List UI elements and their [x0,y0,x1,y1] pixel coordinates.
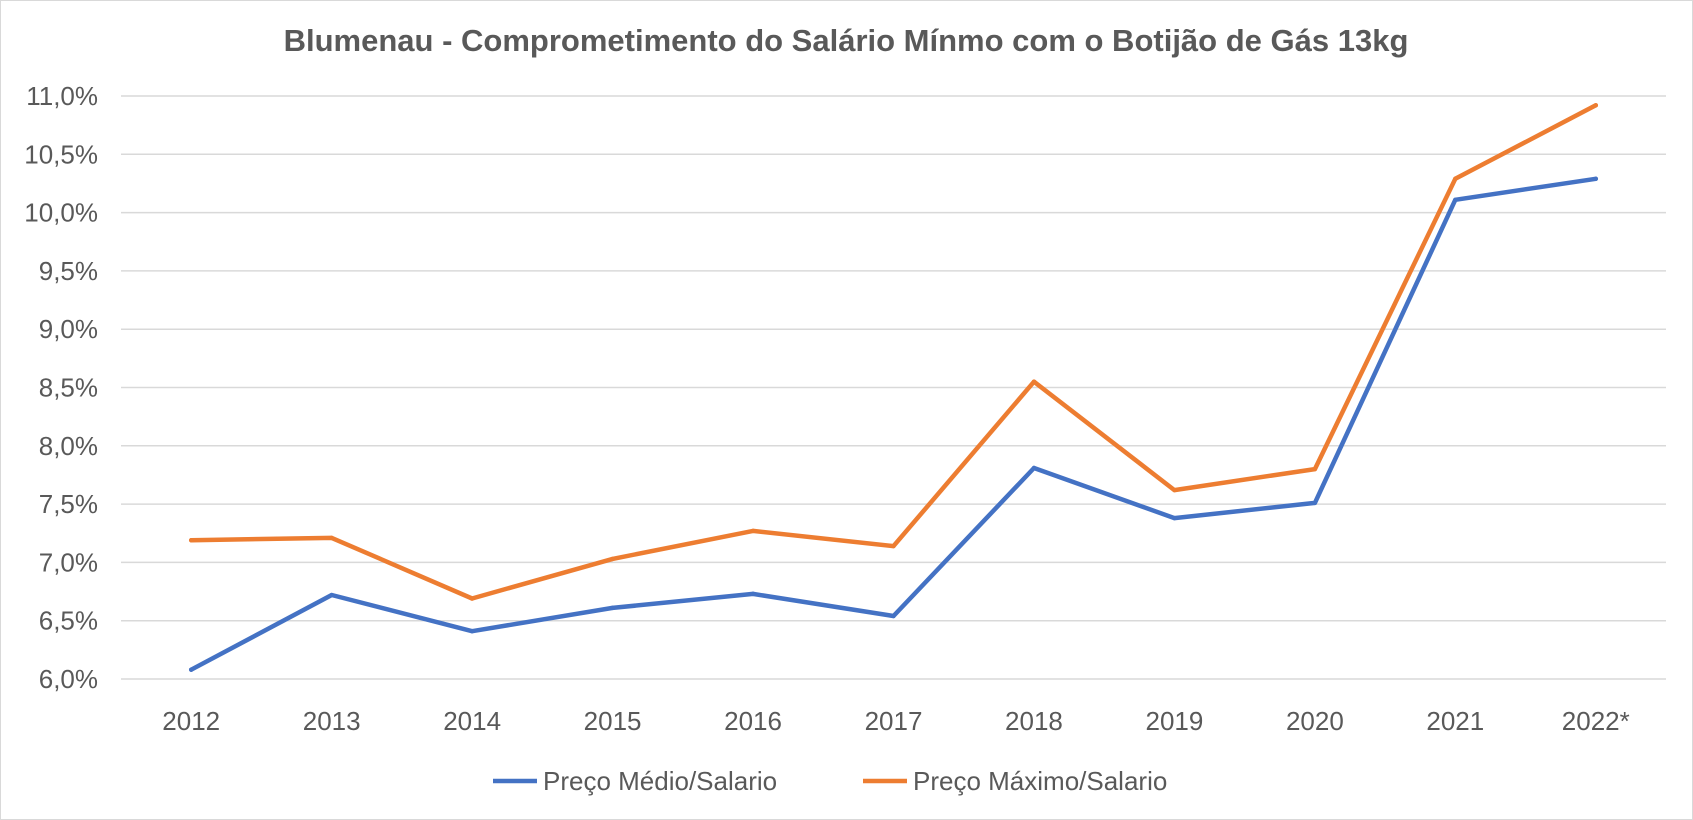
x-tick-label: 2019 [1145,706,1203,736]
x-tick-label: 2013 [303,706,361,736]
data-point [891,613,896,619]
x-tick-label: 2021 [1426,706,1484,736]
y-tick-label: 9,0% [39,314,98,344]
data-point [189,538,194,543]
data-point [329,592,334,598]
y-tick-label: 6,5% [39,606,98,636]
data-point [1031,465,1037,471]
legend-label: Preço Máximo/Salario [913,766,1167,796]
data-point [610,605,615,611]
y-tick-label: 10,0% [24,198,98,228]
data-point [1172,515,1177,521]
y-tick-label: 11,0% [26,81,98,111]
y-tick-label: 6,0% [39,664,98,694]
y-tick-label: 7,0% [39,547,98,577]
series-line-0 [188,176,1599,672]
data-point [610,556,615,562]
y-tick-label: 9,5% [39,256,98,286]
x-tick-label: 2015 [584,706,642,736]
data-point [1031,379,1037,384]
y-tick-label: 8,5% [39,373,98,403]
data-point [469,596,475,601]
data-point [750,528,756,534]
data-point [1453,197,1458,202]
data-point [1172,487,1177,493]
x-tick-label: 2016 [724,706,782,736]
x-tick-label: 2018 [1005,706,1063,736]
data-point [329,535,334,541]
series-lines [188,103,1599,672]
grid-lines [121,95,1666,680]
y-tick-label: 10,5% [24,139,98,169]
y-tick-label: 7,5% [39,489,98,519]
data-point [1593,103,1598,108]
x-tick-label: 2014 [443,706,501,736]
chart-title: Blumenau - Comprometimento do Salário Mí… [284,23,1409,58]
data-point [1312,500,1318,506]
x-axis-ticks: 2012 2013 2014 2015 2016 2017 2018 2019 2020 2021… [162,706,1629,736]
data-point [469,628,475,634]
data-point [891,543,896,549]
y-axis-ticks: 6,0% 6,5% 7,0% 7,5% 8,0% 8,5% 9,0% 9,5% 10,0% 10,… [24,81,98,694]
x-tick-label: 2022* [1562,706,1630,736]
data-point [750,591,756,597]
x-tick-label: 2012 [162,706,220,736]
legend: Preço Médio/Salario Preço Máximo/Salario [493,766,1167,796]
data-point [1453,176,1458,181]
data-point [1312,466,1318,472]
data-point [1593,176,1598,181]
legend-label: Preço Médio/Salario [543,766,777,796]
y-tick-label: 8,0% [39,431,98,461]
x-tick-label: 2020 [1286,706,1344,736]
data-point [189,667,194,672]
x-tick-label: 2017 [865,706,923,736]
